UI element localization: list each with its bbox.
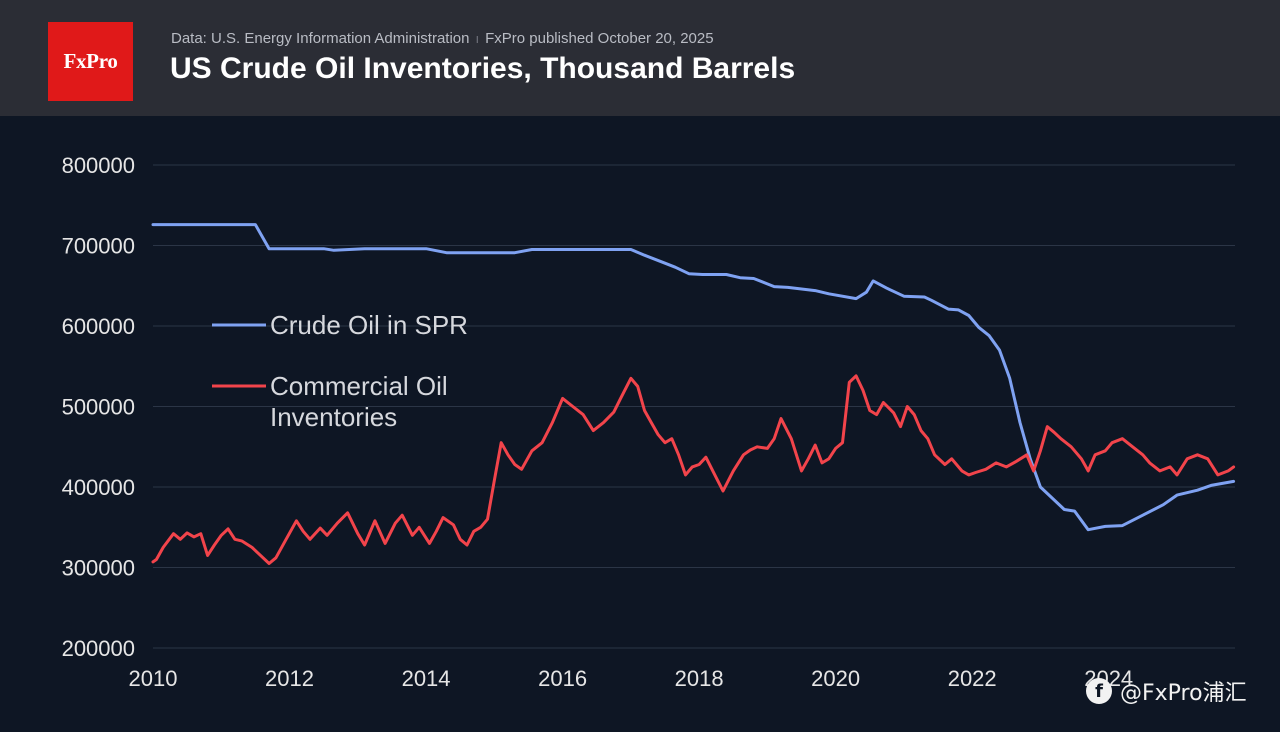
x-tick-label: 2018 — [675, 666, 724, 691]
published-date: FxPro published October 20, 2025 — [485, 30, 714, 47]
fxpro-logo: FxPro — [48, 22, 133, 101]
legend-label-spr: Crude Oil in SPR — [270, 310, 468, 340]
y-tick-label: 600000 — [62, 314, 135, 339]
chart-title: US Crude Oil Inventories, Thousand Barre… — [170, 52, 796, 85]
chart-area: 200000 300000 400000 500000 600000 700000 8000… — [62, 153, 1236, 691]
x-tick-label: 2012 — [265, 666, 314, 691]
x-tick-label: 2010 — [129, 666, 178, 691]
logo-text: FxPro — [63, 49, 118, 73]
watermark: f @FxPro浦汇 — [1086, 676, 1247, 706]
spr-series-line — [151, 223, 1236, 532]
legend-label-commercial: Commercial Oil Inventories — [270, 371, 448, 432]
y-tick-label: 300000 — [62, 556, 135, 581]
x-tick-label: 2014 — [402, 666, 451, 691]
y-tick-label: 200000 — [62, 636, 135, 661]
x-tick-label: 2020 — [811, 666, 860, 691]
data-source: Data: U.S. Energy Information Administra… — [171, 30, 470, 47]
watermark-text: @FxPro浦汇 — [1120, 681, 1247, 706]
facebook-icon: f — [1086, 678, 1112, 704]
commercial-series-line — [151, 374, 1236, 565]
y-tick-label: 800000 — [62, 153, 135, 178]
x-tick-label: 2022 — [948, 666, 997, 691]
separator: ı — [475, 31, 480, 46]
y-tick-label: 400000 — [62, 475, 135, 500]
y-tick-label: 700000 — [62, 234, 135, 259]
x-tick-label: 2016 — [538, 666, 587, 691]
y-tick-label: 500000 — [62, 395, 135, 420]
header-bar: FxPro Data: U.S. Energy Information Admi… — [0, 0, 1280, 116]
source-line: Data: U.S. Energy Information Administra… — [171, 30, 714, 48]
